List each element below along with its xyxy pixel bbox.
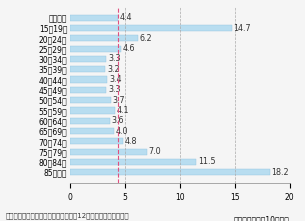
Bar bbox=[70, 107, 115, 114]
Text: 4.0: 4.0 bbox=[116, 127, 128, 136]
X-axis label: （件／免許人口10万人）: （件／免許人口10万人） bbox=[234, 215, 290, 221]
Text: 3.3: 3.3 bbox=[108, 85, 120, 94]
Text: 7.0: 7.0 bbox=[149, 147, 161, 156]
Bar bbox=[70, 87, 106, 93]
Text: 3.4: 3.4 bbox=[109, 75, 122, 84]
Text: 3.3: 3.3 bbox=[108, 54, 120, 63]
Text: 3.2: 3.2 bbox=[107, 65, 120, 74]
Bar bbox=[70, 149, 147, 155]
Text: 11.5: 11.5 bbox=[198, 158, 216, 166]
Text: 4.4: 4.4 bbox=[120, 13, 133, 22]
Bar bbox=[70, 159, 196, 165]
Text: 4.6: 4.6 bbox=[122, 44, 135, 53]
Bar bbox=[70, 128, 114, 134]
Bar bbox=[70, 138, 123, 145]
Text: 3.7: 3.7 bbox=[113, 96, 125, 105]
Text: 3.6: 3.6 bbox=[111, 116, 124, 125]
Bar bbox=[70, 35, 138, 42]
Text: 18.2: 18.2 bbox=[272, 168, 289, 177]
Text: 14.7: 14.7 bbox=[233, 24, 251, 32]
Bar bbox=[70, 66, 105, 72]
Bar bbox=[70, 46, 121, 52]
Bar bbox=[70, 76, 107, 83]
Bar bbox=[70, 56, 106, 62]
Bar bbox=[70, 25, 231, 31]
Text: 4.8: 4.8 bbox=[124, 137, 137, 146]
Bar bbox=[70, 97, 111, 103]
Bar bbox=[70, 118, 110, 124]
Text: 注：算出に用いた免許人口は、２７年12月末現在の値である。: 注：算出に用いた免許人口は、２７年12月末現在の値である。 bbox=[6, 212, 130, 219]
Text: 6.2: 6.2 bbox=[140, 34, 152, 43]
Bar bbox=[70, 15, 118, 21]
Bar bbox=[70, 169, 270, 175]
Text: 4.1: 4.1 bbox=[117, 106, 129, 115]
